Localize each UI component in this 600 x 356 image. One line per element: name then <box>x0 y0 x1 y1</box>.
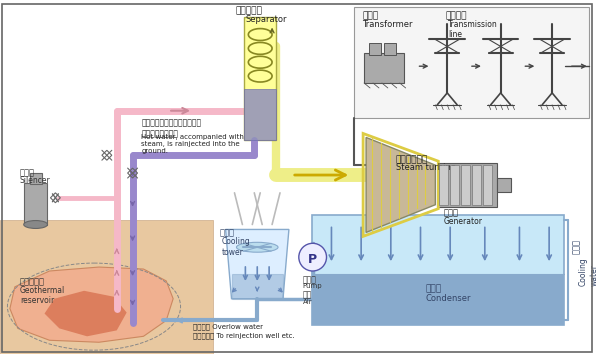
Polygon shape <box>226 230 289 299</box>
Bar <box>437 163 497 207</box>
Polygon shape <box>10 267 173 342</box>
Bar <box>450 165 459 205</box>
Text: Steam turbine: Steam turbine <box>396 163 456 172</box>
Text: 冷却排水 Overlow water: 冷却排水 Overlow water <box>193 324 263 330</box>
Bar <box>483 165 492 205</box>
Text: 気水分離器: 気水分離器 <box>235 6 262 15</box>
Bar <box>244 17 276 140</box>
Text: 変圧器: 変圧器 <box>362 12 378 21</box>
Bar <box>311 215 564 325</box>
Bar <box>384 43 396 55</box>
Text: 蒸気とともに出てきた熱水は
地下に還元される: 蒸気とともに出てきた熱水は 地下に還元される <box>142 119 202 138</box>
Text: Air: Air <box>303 299 313 305</box>
Text: Geothermal
reservoir: Geothermal reservoir <box>20 286 65 305</box>
Ellipse shape <box>236 242 278 252</box>
Polygon shape <box>44 291 127 336</box>
Polygon shape <box>366 137 436 232</box>
Bar <box>311 274 564 325</box>
Bar <box>369 43 381 55</box>
Circle shape <box>299 243 326 271</box>
Text: 冷却塔: 冷却塔 <box>220 229 235 237</box>
Text: Silencer: Silencer <box>20 176 50 185</box>
Text: 発電機: 発電機 <box>443 209 458 218</box>
Text: 消音器: 消音器 <box>20 168 35 177</box>
Bar <box>244 89 276 140</box>
Bar <box>461 165 470 205</box>
Bar <box>497 178 511 192</box>
Text: 送電線路: 送電線路 <box>445 12 467 21</box>
Text: Condenser: Condenser <box>425 294 471 303</box>
Polygon shape <box>0 220 213 354</box>
Text: Generator: Generator <box>443 216 482 226</box>
Text: 復水器: 復水器 <box>425 284 442 293</box>
Text: 還元井等へ To reinjection well etc.: 還元井等へ To reinjection well etc. <box>193 333 295 339</box>
Bar <box>29 173 41 184</box>
Ellipse shape <box>24 221 47 229</box>
Bar <box>364 53 404 83</box>
Bar <box>354 7 589 117</box>
Text: ポンプ: ポンプ <box>303 275 317 284</box>
Bar <box>232 274 283 299</box>
Text: Separator: Separator <box>245 15 287 24</box>
Text: P: P <box>308 253 317 266</box>
Text: 冷却水: 冷却水 <box>572 239 581 254</box>
Text: 空気: 空気 <box>303 291 312 300</box>
Text: Cooling
water: Cooling water <box>579 257 598 286</box>
Bar <box>439 165 448 205</box>
Bar <box>24 183 47 225</box>
Text: Transmission
line: Transmission line <box>448 20 498 39</box>
Bar <box>472 165 481 205</box>
Text: 地熱貯留層: 地熱貯留層 <box>20 277 45 286</box>
Text: Hot water, accompanied with
steam, is rainjected into the
ground.: Hot water, accompanied with steam, is ra… <box>142 135 244 155</box>
Text: Pump: Pump <box>303 283 322 289</box>
Text: Cooling
tower: Cooling tower <box>221 237 250 257</box>
Text: Transformer: Transformer <box>362 20 413 29</box>
Text: 蒸気タービン: 蒸気タービン <box>396 155 428 164</box>
